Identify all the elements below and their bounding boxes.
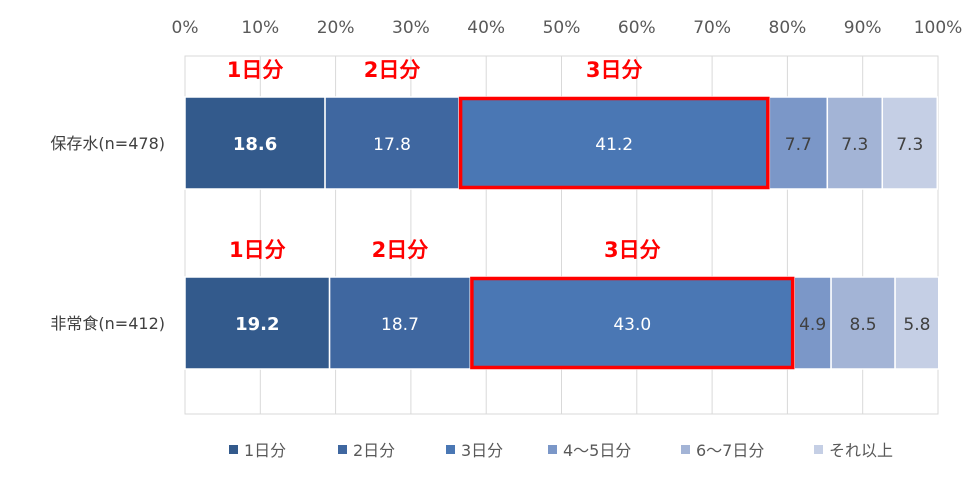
legend-label: 2日分 bbox=[353, 441, 395, 460]
x-tick-label: 60% bbox=[618, 18, 656, 38]
highlight-box bbox=[458, 96, 770, 190]
data-label: 7.7 bbox=[785, 135, 812, 155]
data-label: 5.8 bbox=[903, 315, 930, 335]
highlight-box bbox=[470, 276, 795, 370]
x-tick-label: 50% bbox=[543, 18, 581, 38]
legend-swatch bbox=[229, 445, 238, 454]
annotation-label: 1日分 bbox=[229, 238, 286, 262]
legend-swatch bbox=[446, 445, 455, 454]
data-label: 41.2 bbox=[595, 135, 633, 155]
bar-segment bbox=[768, 96, 829, 190]
data-label: 18.6 bbox=[233, 134, 277, 155]
x-tick-label: 100% bbox=[914, 18, 963, 38]
bar-segment bbox=[894, 276, 940, 370]
annotation-label: 2日分 bbox=[372, 238, 429, 262]
data-label: 7.3 bbox=[896, 135, 923, 155]
x-tick-label: 0% bbox=[172, 18, 199, 38]
legend-swatch bbox=[338, 445, 347, 454]
annotation-label: 2日分 bbox=[364, 58, 421, 82]
data-label: 43.0 bbox=[613, 315, 651, 335]
data-label: 17.8 bbox=[373, 135, 411, 155]
data-label: 7.3 bbox=[841, 135, 868, 155]
annotation-label: 3日分 bbox=[604, 238, 661, 262]
x-tick-label: 90% bbox=[844, 18, 882, 38]
legend-label: それ以上 bbox=[829, 441, 893, 460]
bar-segment bbox=[328, 276, 472, 370]
x-tick-label: 10% bbox=[241, 18, 279, 38]
bar-segment bbox=[826, 96, 884, 190]
legend-label: 6〜7日分 bbox=[696, 441, 764, 460]
data-label: 19.2 bbox=[235, 314, 279, 335]
bar-segment bbox=[793, 276, 832, 370]
annotation-label: 1日分 bbox=[227, 58, 284, 82]
legend-label: 1日分 bbox=[244, 441, 286, 460]
bar-segment bbox=[830, 276, 896, 370]
data-label: 8.5 bbox=[850, 315, 877, 335]
legend-swatch bbox=[681, 445, 690, 454]
category-label: 保存水(n=478) bbox=[50, 134, 165, 153]
annotation-label: 3日分 bbox=[586, 58, 643, 82]
data-label: 18.7 bbox=[381, 315, 419, 335]
category-label: 非常食(n=412) bbox=[50, 314, 165, 333]
x-tick-label: 20% bbox=[317, 18, 355, 38]
data-label: 4.9 bbox=[799, 315, 826, 335]
x-tick-label: 30% bbox=[392, 18, 430, 38]
legend-swatch bbox=[814, 445, 823, 454]
x-tick-label: 80% bbox=[769, 18, 807, 38]
bar-segment bbox=[184, 276, 331, 370]
legend-label: 4〜5日分 bbox=[563, 441, 631, 460]
bar-segment bbox=[881, 96, 938, 190]
x-tick-label: 70% bbox=[693, 18, 731, 38]
legend-label: 3日分 bbox=[461, 441, 503, 460]
x-tick-label: 40% bbox=[467, 18, 505, 38]
legend-swatch bbox=[548, 445, 557, 454]
